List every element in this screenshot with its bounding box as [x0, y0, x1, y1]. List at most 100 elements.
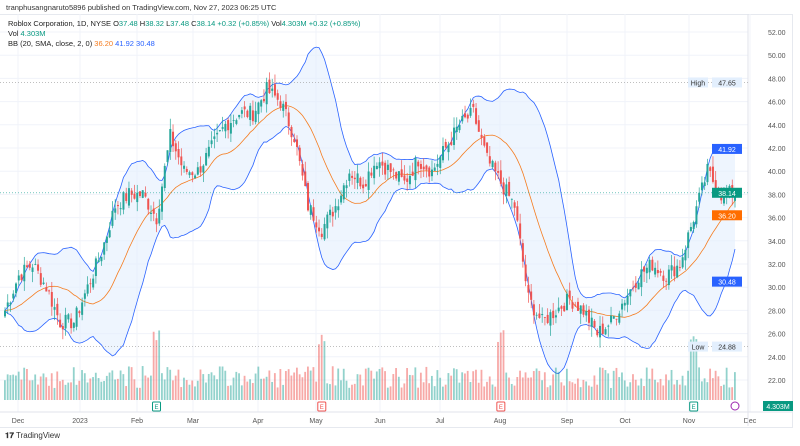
candle: [276, 93, 279, 100]
volume-bar: [246, 381, 249, 400]
volume-bar: [26, 368, 28, 400]
candle: [626, 295, 629, 305]
volume-bar: [392, 374, 395, 400]
volume-bar: [158, 330, 161, 400]
volume-bar: [221, 366, 224, 400]
candle: [524, 264, 527, 282]
candle: [114, 208, 117, 213]
candle: [516, 206, 519, 221]
candle: [221, 127, 224, 129]
candle: [26, 265, 29, 268]
candle: [568, 290, 571, 299]
volume-bar: [268, 370, 271, 400]
volume-bar: [337, 368, 340, 400]
volume-bar: [417, 387, 420, 400]
symbol-label[interactable]: Roblox Corporation, 1D, NYSE: [8, 19, 111, 28]
candle: [83, 293, 86, 299]
volume-bar: [428, 383, 431, 400]
candle: [508, 181, 511, 196]
candle: [262, 98, 265, 102]
candle: [207, 146, 210, 157]
low-tag: Low: [692, 345, 706, 352]
candle: [318, 227, 321, 232]
candle: [436, 163, 439, 167]
volume-bar: [670, 369, 673, 400]
volume-bar: [640, 378, 643, 400]
volume-bar: [508, 377, 510, 400]
volume-bar: [364, 368, 367, 400]
candle: [56, 303, 59, 316]
volume-bar: [205, 382, 207, 400]
candle: [100, 256, 103, 262]
candle: [94, 258, 97, 277]
candle: [554, 315, 557, 318]
candle: [174, 143, 177, 152]
candle: [486, 142, 489, 153]
high-tag: High: [691, 80, 706, 87]
bb-basis-line: [4, 105, 736, 318]
volume-bar: [61, 379, 64, 400]
candle: [268, 79, 271, 94]
bb-label[interactable]: BB (20, SMA, close, 2, 0): [8, 39, 93, 48]
candle: [172, 131, 175, 147]
x-tick-label: Nov: [683, 418, 696, 425]
earnings-marker: [496, 401, 506, 412]
volume-bar: [601, 367, 604, 400]
volume-tag: 4.303M: [766, 404, 790, 411]
volume-bar: [590, 386, 593, 400]
candle: [422, 166, 425, 170]
volume-bar: [717, 376, 720, 400]
candle: [23, 264, 26, 282]
candle: [218, 130, 221, 131]
volume-bar: [535, 368, 538, 400]
candle: [351, 175, 354, 178]
candle: [15, 283, 18, 294]
candle: [464, 113, 467, 118]
volume-bar: [373, 378, 375, 400]
candle: [667, 269, 670, 286]
x-tick-label: May: [309, 418, 323, 425]
candle: [284, 101, 287, 110]
candle: [224, 123, 227, 132]
candle: [161, 186, 164, 212]
volume-bar: [108, 372, 111, 400]
candle: [238, 114, 241, 118]
volume-bar: [436, 370, 439, 400]
volume-bar: [510, 383, 513, 400]
high-value: 38.32: [145, 19, 164, 28]
volume-bar: [334, 385, 337, 400]
candle: [502, 182, 505, 195]
tradingview-logo[interactable]: 𝟏𝟕 TradingView: [5, 431, 61, 440]
volume-bar: [202, 374, 205, 400]
candle: [698, 192, 701, 202]
volume-bar: [23, 367, 26, 400]
candle: [648, 259, 651, 273]
candle: [81, 302, 84, 315]
volume-bar: [643, 386, 645, 400]
volume-bar: [196, 380, 199, 400]
volume-bar: [279, 369, 282, 400]
candle: [9, 302, 12, 305]
volume-bar: [318, 344, 320, 400]
candle: [621, 303, 624, 310]
volume-bar: [659, 378, 662, 400]
candle: [273, 84, 276, 96]
volume-bar: [439, 377, 442, 400]
candle: [232, 120, 235, 121]
volume-bar: [689, 339, 692, 400]
candle: [475, 108, 478, 124]
volume-bar: [453, 368, 455, 400]
candle: [67, 314, 70, 320]
volume-bar: [648, 378, 651, 400]
candle: [163, 165, 166, 189]
volume-bar: [136, 387, 139, 400]
volume-bar: [698, 367, 700, 400]
candle: [519, 223, 522, 239]
candle: [676, 265, 679, 278]
volume-bar: [568, 381, 571, 400]
volume-bar: [183, 377, 185, 400]
volume-bar: [722, 384, 725, 400]
candle: [599, 325, 602, 338]
candle: [64, 314, 67, 329]
